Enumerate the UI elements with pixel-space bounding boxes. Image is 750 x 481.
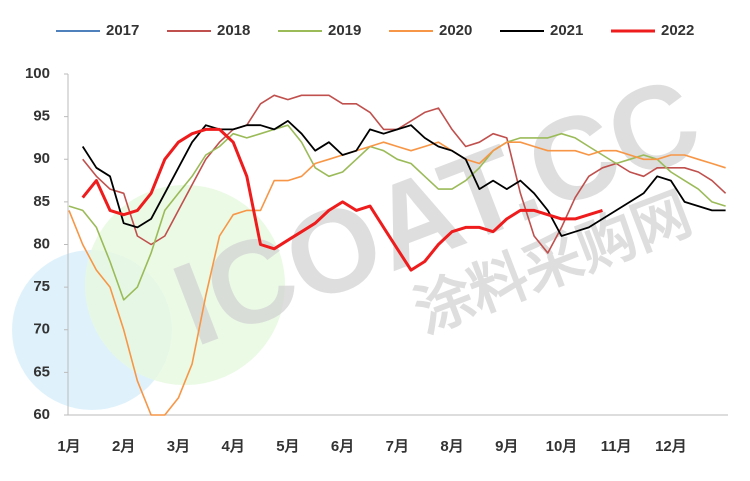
x-tick-label: 5月 <box>276 438 299 455</box>
legend-label: 2018 <box>217 22 250 39</box>
x-tick-label: 6月 <box>331 438 354 455</box>
y-tick-label: 80 <box>33 235 50 252</box>
y-tick-label: 95 <box>33 108 50 125</box>
y-tick-label: 60 <box>33 406 50 423</box>
series-line <box>81 120 726 237</box>
y-tick-label: 75 <box>33 278 50 295</box>
x-tick-label: 7月 <box>386 438 409 455</box>
watermark-circle <box>85 185 285 385</box>
x-tick-label: 2月 <box>112 438 135 455</box>
legend-label: 2019 <box>328 22 361 39</box>
x-tick-label: 8月 <box>440 438 463 455</box>
x-tick-label: 3月 <box>167 438 190 455</box>
x-tick-label: 1月 <box>57 438 80 455</box>
legend-label: 2021 <box>550 22 583 39</box>
series-line <box>68 141 726 416</box>
series-line <box>68 124 726 301</box>
x-tick-label: 11月 <box>601 438 632 455</box>
legend-label: 2017 <box>106 22 139 39</box>
series-line <box>81 127 603 272</box>
legend-label: 2020 <box>439 22 472 39</box>
legend-label: 2022 <box>661 22 694 39</box>
y-tick-label: 100 <box>25 65 50 82</box>
x-tick-label: 10月 <box>546 438 578 455</box>
y-tick-label: 85 <box>33 193 50 210</box>
x-tick-label: 12月 <box>655 438 687 455</box>
x-tick-label: 9月 <box>495 438 518 455</box>
y-tick-label: 90 <box>33 150 50 167</box>
y-tick-label: 65 <box>33 363 50 380</box>
x-tick-label: 4月 <box>221 438 244 455</box>
y-tick-label: 70 <box>33 321 50 338</box>
series-line <box>82 94 727 254</box>
